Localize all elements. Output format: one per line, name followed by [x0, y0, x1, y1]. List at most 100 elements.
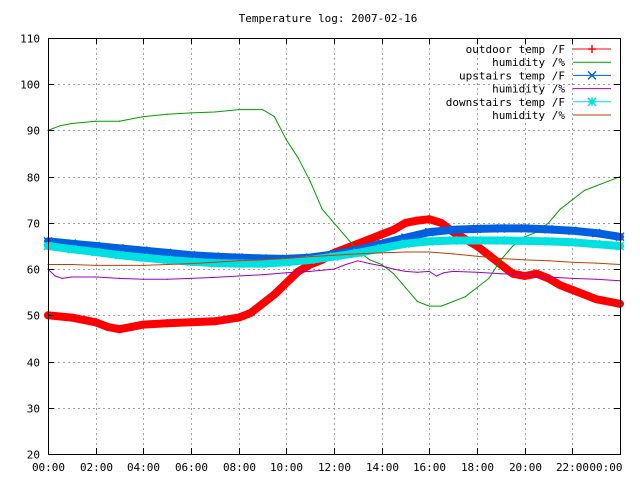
data-point [488, 277, 490, 279]
data-point [190, 277, 192, 279]
data-point [547, 276, 550, 278]
data-point [138, 246, 148, 256]
data-point [281, 257, 291, 267]
data-point [604, 297, 613, 306]
data-point [416, 271, 419, 273]
data-point [353, 248, 363, 258]
data-point [567, 237, 577, 247]
y-tick-label: 70 [27, 218, 40, 231]
data-point [139, 320, 148, 329]
data-point [392, 273, 395, 275]
data-point [95, 264, 97, 267]
chart-title: Temperature log: 2007-02-16 [239, 12, 418, 25]
data-point [543, 224, 554, 234]
data-point [214, 111, 216, 113]
data-point [103, 322, 112, 331]
series-4-downstairs-temp-f [43, 235, 625, 269]
data-point [333, 268, 335, 270]
data-point [261, 259, 264, 261]
data-point [54, 275, 56, 277]
data-point [508, 269, 517, 278]
data-point [357, 260, 359, 262]
legend-label: upstairs temp /F [459, 69, 565, 82]
data-point [484, 251, 493, 260]
data-point [547, 260, 550, 262]
x-tick-label: 22:00 [556, 461, 589, 474]
data-point [520, 272, 529, 281]
y-tick-label: 90 [27, 125, 40, 138]
data-point [452, 300, 454, 303]
series-area [43, 109, 625, 334]
data-point [448, 225, 458, 235]
legend-entry: downstairs temp /F [446, 96, 611, 109]
data-point [464, 296, 466, 298]
data-point [424, 236, 434, 246]
data-point [297, 157, 299, 159]
data-point [166, 113, 168, 115]
x-tick-label: 10:00 [270, 461, 303, 474]
data-point [591, 239, 601, 249]
data-point [142, 278, 144, 280]
y-tick-label: 20 [27, 449, 40, 462]
data-point [404, 270, 407, 273]
data-point [595, 278, 597, 280]
data-point [571, 277, 573, 279]
data-point [246, 309, 255, 318]
data-point [282, 278, 291, 287]
data-point [595, 262, 597, 264]
data-point [592, 295, 601, 304]
legend-marker [588, 45, 596, 53]
data-point [567, 226, 577, 236]
data-point [162, 248, 172, 258]
legend-entry: outdoor temp /F [466, 43, 611, 56]
data-point [210, 317, 219, 326]
data-point [309, 270, 311, 273]
data-point [500, 257, 502, 260]
x-tick-label: 00:00 [32, 461, 65, 474]
data-point [257, 259, 268, 269]
data-point [214, 261, 216, 263]
data-point [476, 287, 478, 289]
data-point [472, 235, 482, 245]
data-point [452, 270, 454, 273]
data-point [142, 264, 144, 267]
legend-entry: humidity /% [492, 109, 611, 122]
data-point [413, 216, 422, 225]
legend-entry: upstairs temp /F [459, 69, 611, 82]
data-point [345, 263, 347, 266]
legend-label: humidity /% [492, 83, 565, 96]
data-point [61, 277, 63, 279]
y-tick-label: 80 [27, 172, 40, 185]
data-point [547, 222, 550, 224]
data-point [591, 228, 601, 238]
legend-label: humidity /% [492, 56, 565, 69]
data-point [210, 258, 220, 268]
data-point [425, 215, 434, 224]
data-point [500, 259, 502, 261]
data-point [71, 276, 73, 278]
legend-label: humidity /% [492, 109, 565, 122]
data-point [524, 259, 526, 261]
data-point [115, 325, 124, 334]
data-point [238, 275, 240, 277]
y-tick-label: 50 [27, 310, 40, 323]
data-point [261, 109, 264, 111]
data-point [400, 239, 411, 249]
data-point [127, 322, 136, 331]
data-point [59, 125, 61, 127]
data-point [440, 305, 442, 307]
data-point [67, 313, 76, 322]
legend-entry: humidity /% [492, 56, 611, 69]
data-point [381, 252, 383, 254]
data-point [520, 236, 530, 246]
data-point [187, 318, 195, 327]
data-point [190, 112, 192, 114]
data-point [234, 259, 244, 269]
data-point [118, 120, 121, 122]
data-point [273, 115, 276, 118]
data-point [214, 276, 216, 279]
data-point [238, 260, 240, 262]
data-point [392, 268, 395, 270]
x-tick-label: 08:00 [223, 461, 256, 474]
